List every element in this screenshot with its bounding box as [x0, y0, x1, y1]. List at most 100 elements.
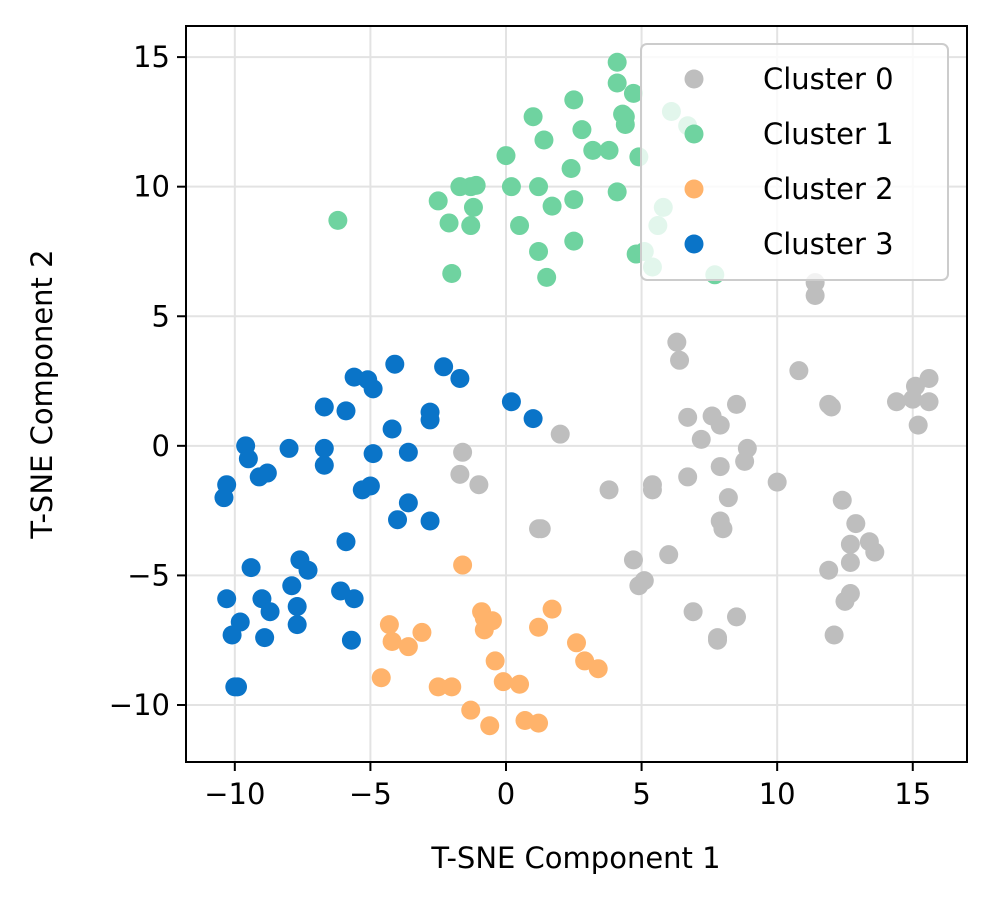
data-point — [461, 700, 481, 720]
data-point — [434, 357, 454, 377]
legend-label: Cluster 0 — [763, 62, 894, 96]
data-point — [529, 617, 549, 637]
data-point — [564, 90, 584, 110]
data-point — [529, 177, 549, 197]
data-point — [282, 576, 302, 596]
data-point — [222, 625, 242, 645]
data-point — [537, 267, 557, 287]
data-point — [726, 607, 746, 627]
data-point — [886, 392, 906, 412]
data-point — [420, 511, 440, 531]
data-point — [623, 550, 643, 570]
data-point — [228, 677, 248, 697]
data-point — [523, 409, 543, 429]
data-point — [865, 542, 885, 562]
data-point — [789, 361, 809, 381]
data-point — [217, 475, 237, 495]
data-point — [255, 628, 275, 648]
data-point — [344, 589, 364, 609]
y-axis-label: T-SNE Component 2 — [25, 249, 59, 539]
data-point — [461, 216, 481, 236]
data-point — [824, 625, 844, 645]
legend-label: Cluster 2 — [763, 172, 894, 206]
legend-marker — [684, 69, 704, 89]
y-tick-label: 15 — [133, 40, 170, 74]
data-point — [678, 407, 698, 427]
data-point — [726, 394, 746, 414]
data-point — [572, 120, 592, 140]
data-point — [442, 677, 462, 697]
data-point — [659, 545, 679, 565]
data-point — [412, 622, 432, 642]
legend-marker — [684, 234, 704, 254]
data-point — [442, 263, 462, 283]
data-point — [667, 332, 687, 352]
data-point — [341, 630, 361, 650]
data-point — [821, 397, 841, 417]
data-point — [691, 429, 711, 449]
data-point — [493, 672, 513, 692]
data-point — [501, 177, 521, 197]
y-tick-label: −10 — [109, 688, 170, 722]
legend-label: Cluster 1 — [763, 117, 894, 151]
data-point — [314, 455, 334, 475]
data-point — [510, 674, 530, 694]
data-point — [634, 571, 654, 591]
data-point — [529, 713, 549, 733]
data-point — [453, 555, 473, 575]
y-tick-label: 5 — [152, 299, 170, 333]
data-point — [523, 107, 543, 127]
data-point — [398, 442, 418, 462]
data-point — [683, 602, 703, 622]
data-point — [379, 615, 399, 635]
data-point — [450, 464, 470, 484]
data-point — [819, 560, 839, 580]
data-point — [363, 444, 383, 464]
legend-marker — [684, 179, 704, 199]
legend: Cluster 0 Cluster 1 Cluster 2 Cluster 3 — [640, 43, 949, 281]
data-point — [398, 493, 418, 513]
data-point — [485, 651, 505, 671]
data-point — [550, 424, 570, 444]
data-point — [469, 475, 489, 495]
data-point — [767, 472, 787, 492]
data-point — [710, 457, 730, 477]
data-point — [588, 659, 608, 679]
x-tick-label: 0 — [497, 777, 515, 811]
x-tick-label: −10 — [204, 777, 265, 811]
data-point — [385, 354, 405, 374]
data-point — [463, 197, 483, 217]
x-tick-label: 15 — [894, 777, 931, 811]
data-point — [453, 442, 473, 462]
data-point — [805, 286, 825, 306]
data-point — [561, 159, 581, 179]
axis-ticks: −10 −5 0 5 10 15 −10 −5 0 5 10 15 — [109, 40, 931, 811]
data-point — [360, 476, 380, 496]
data-point — [529, 241, 549, 261]
data-point — [599, 480, 619, 500]
data-point — [314, 397, 334, 417]
data-point — [846, 514, 866, 534]
legend-box — [640, 43, 949, 281]
data-point — [328, 210, 348, 230]
series-cluster-2 — [371, 555, 608, 736]
data-point — [398, 637, 418, 657]
data-point — [534, 130, 554, 150]
data-point — [388, 510, 408, 530]
data-point — [564, 190, 584, 210]
data-point — [599, 140, 619, 160]
legend-label: Cluster 3 — [763, 227, 894, 261]
data-point — [257, 463, 277, 483]
data-point — [919, 392, 939, 412]
y-tick-label: −5 — [127, 558, 170, 592]
y-tick-label: 10 — [133, 170, 170, 204]
data-point — [510, 216, 530, 236]
data-point — [840, 534, 860, 554]
data-point — [607, 182, 627, 202]
data-point — [260, 602, 280, 622]
series-cluster-3 — [214, 354, 543, 697]
data-point — [840, 552, 860, 572]
data-points — [214, 52, 939, 736]
legend-marker — [684, 124, 704, 144]
data-point — [583, 140, 603, 160]
